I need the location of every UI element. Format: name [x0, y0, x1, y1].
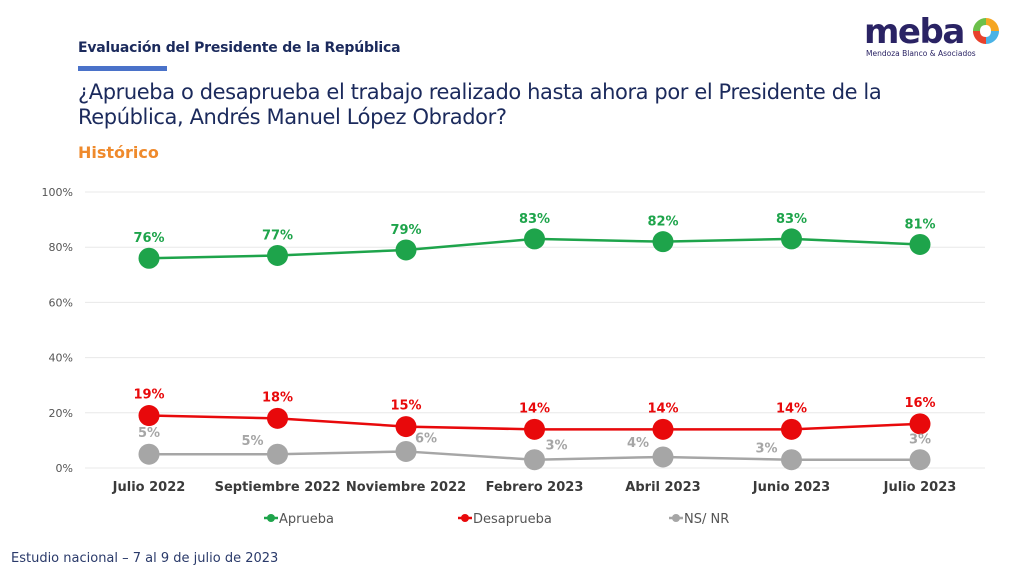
x-tick-label: Julio 2022	[112, 480, 186, 495]
logo-tagline: Mendoza Blanco & Asociados	[866, 49, 976, 58]
section-title: Evaluación del Presidente de la Repúblic…	[78, 40, 401, 56]
data-label: 4%	[627, 436, 649, 451]
legend-marker	[672, 514, 680, 522]
data-label: 18%	[262, 390, 293, 405]
data-point	[267, 443, 288, 465]
data-point	[652, 446, 674, 468]
legend-label: Desaprueba	[473, 512, 552, 527]
data-label: 14%	[647, 401, 678, 416]
data-point	[395, 239, 417, 261]
data-point	[395, 416, 417, 438]
x-tick-label: Abril 2023	[625, 480, 700, 495]
y-axis-ticks: 0% 20% 40% 60% 80% 100%	[42, 186, 73, 475]
question-title: ¿Aprueba o desaprueba el trabajo realiza…	[78, 80, 882, 129]
x-tick-label: Septiembre 2022	[215, 480, 341, 495]
data-point	[909, 233, 931, 255]
legend: Aprueba Desaprueba NS/ NR	[264, 512, 729, 527]
x-tick-label: Noviembre 2022	[346, 480, 466, 495]
x-tick-label: Julio 2023	[883, 480, 957, 495]
legend-label: Aprueba	[279, 512, 334, 527]
data-label: 81%	[904, 217, 935, 232]
data-label: 83%	[776, 212, 807, 227]
logo-mark-icon	[973, 18, 999, 44]
legend-label: NS/ NR	[684, 512, 729, 527]
data-label: 14%	[776, 401, 807, 416]
y-tick-label: 60%	[49, 296, 73, 309]
data-point	[781, 228, 802, 250]
meba-logo: meba Mendoza Blanco & Asociados	[864, 12, 1004, 60]
data-label: 83%	[519, 212, 550, 227]
y-tick-label: 80%	[49, 241, 73, 254]
data-label: 76%	[133, 231, 164, 246]
data-point	[652, 231, 674, 253]
legend-marker	[267, 514, 275, 522]
series-points	[138, 228, 931, 471]
legend-marker	[461, 514, 469, 522]
data-label: 77%	[262, 228, 293, 243]
data-label: 19%	[133, 388, 164, 403]
x-tick-label: Junio 2023	[752, 480, 830, 495]
data-point	[267, 244, 288, 266]
data-point	[652, 418, 674, 440]
y-tick-label: 100%	[42, 186, 73, 199]
data-point	[909, 413, 931, 435]
data-point	[524, 418, 545, 440]
data-point	[138, 443, 160, 465]
x-tick-label: Febrero 2023	[486, 480, 584, 495]
data-label: 16%	[904, 396, 935, 411]
footer-note: Estudio nacional – 7 al 9 de julio de 20…	[11, 551, 279, 566]
data-label: 14%	[519, 401, 550, 416]
y-tick-label: 40%	[49, 352, 73, 365]
data-label: 3%	[909, 433, 931, 448]
logo-wordmark: meba	[864, 12, 965, 52]
data-label: 82%	[647, 215, 678, 230]
data-label: 79%	[390, 223, 421, 238]
data-label: 5%	[138, 426, 160, 441]
data-point	[395, 440, 417, 462]
data-point	[524, 228, 545, 250]
section-underline	[78, 66, 167, 71]
data-point	[138, 405, 160, 427]
data-label: 6%	[415, 431, 437, 446]
data-point	[267, 407, 288, 429]
data-label: 15%	[390, 399, 421, 414]
data-label: 3%	[755, 442, 777, 457]
data-point	[138, 247, 160, 269]
data-labels: 76% 77% 79% 83% 82% 83% 81% 19% 18% 15% 14% 14% 14% 1…	[133, 212, 935, 457]
data-point	[909, 449, 931, 471]
data-point	[781, 449, 802, 471]
x-axis-ticks: Julio 2022 Septiembre 2022 Noviembre 2022 F…	[112, 480, 957, 495]
y-tick-label: 20%	[49, 407, 73, 420]
chart-subtitle: Histórico	[78, 143, 159, 162]
data-label: 5%	[241, 434, 263, 449]
data-point	[524, 449, 545, 471]
data-label: 3%	[545, 439, 567, 454]
y-tick-label: 0%	[56, 462, 73, 475]
data-point	[781, 418, 802, 440]
